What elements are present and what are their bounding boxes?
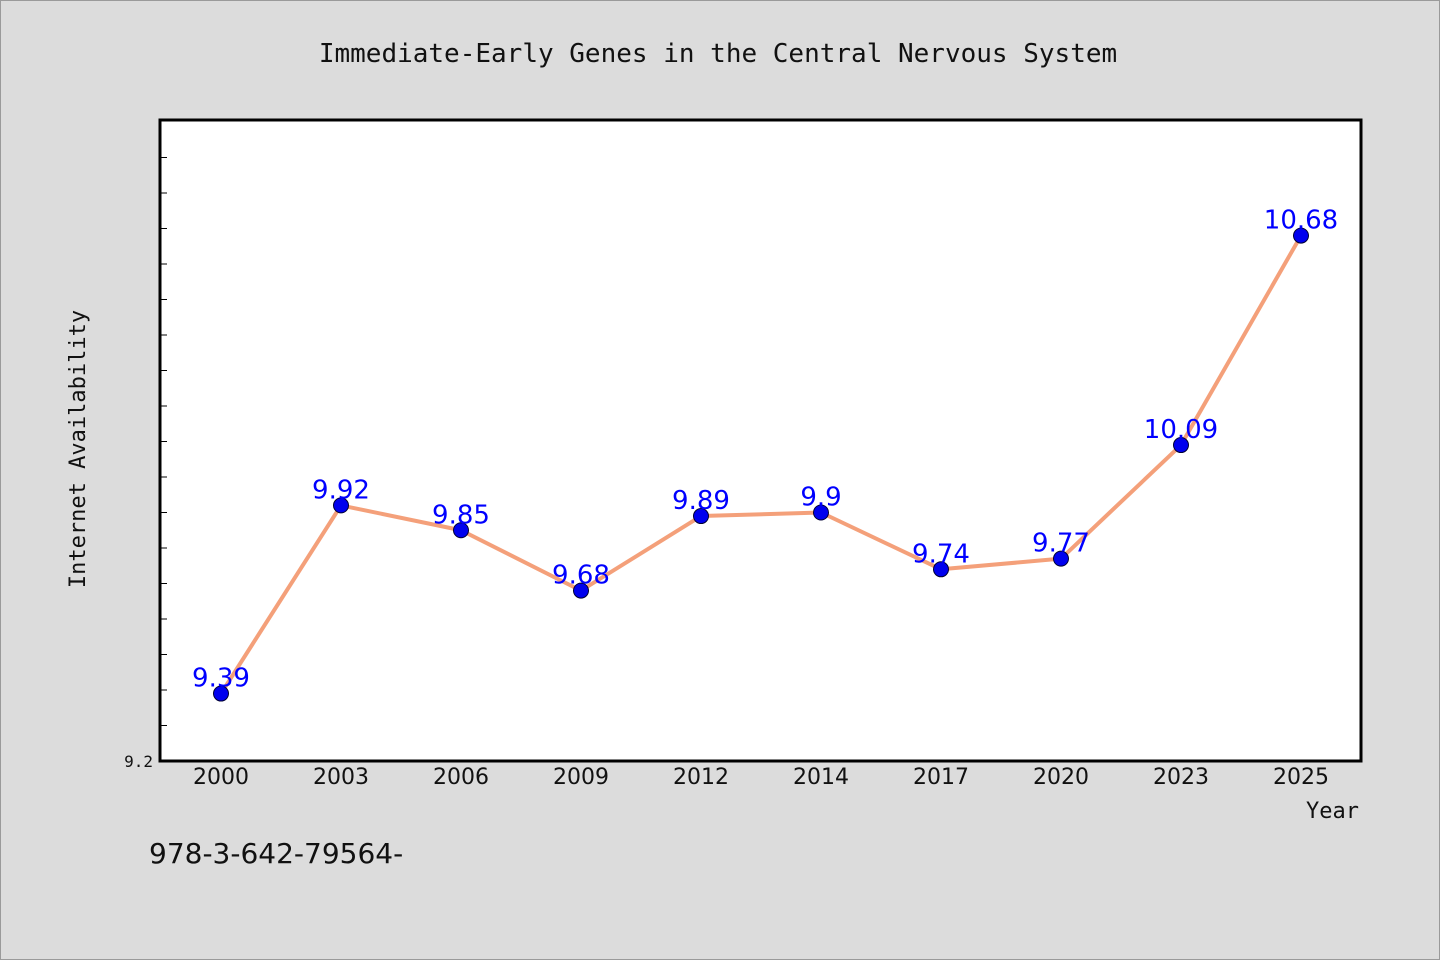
y-axis-ticks <box>160 157 167 726</box>
data-label: 9.85 <box>432 500 490 530</box>
data-markers <box>213 227 1309 702</box>
x-tick-label: 2023 <box>1153 765 1209 790</box>
x-tick-label: 2017 <box>913 765 969 790</box>
x-tick-label: 2014 <box>793 765 849 790</box>
data-label: 10.68 <box>1264 206 1338 236</box>
x-tick-label: 2020 <box>1033 765 1089 790</box>
x-axis-label: Year <box>1306 799 1359 824</box>
data-point <box>453 522 469 539</box>
data-labels: 9.39 9.92 9.85 9.68 9.89 9.9 9.74 9.77 10.09 10.6… <box>192 206 1338 694</box>
x-tick-label: 2025 <box>1273 765 1329 790</box>
data-label: 9.92 <box>312 475 370 505</box>
y-tick-label: 9.2 <box>124 752 153 771</box>
series-line <box>219 233 1303 696</box>
data-point <box>213 685 229 702</box>
data-point <box>333 497 349 514</box>
data-label: 9.68 <box>552 561 610 591</box>
data-point <box>693 508 709 525</box>
data-point <box>1293 227 1309 244</box>
data-point <box>813 504 829 521</box>
footer-text: 978-3-642-79564- <box>149 837 403 870</box>
data-label: 9.77 <box>1032 529 1090 559</box>
chart-title: Immediate-Early Genes in the Central Ner… <box>319 39 1117 69</box>
data-point <box>1053 550 1069 567</box>
x-tick-label: 2006 <box>433 765 489 790</box>
plot-area <box>158 118 1363 763</box>
data-point <box>573 582 589 599</box>
data-label: 9.89 <box>672 486 730 516</box>
data-label: 10.09 <box>1144 415 1218 445</box>
x-axis-tick-labels: 2000 2003 2006 2009 2012 2014 2017 2020 2023 2025 <box>193 765 1329 790</box>
x-tick-label: 2009 <box>553 765 609 790</box>
x-tick-label: 2003 <box>313 765 369 790</box>
data-label: 9.39 <box>192 664 250 694</box>
data-label: 9.74 <box>912 539 970 569</box>
data-point <box>933 561 949 578</box>
data-label: 9.9 <box>800 483 841 513</box>
x-tick-label: 2000 <box>193 765 249 790</box>
x-tick-label: 2012 <box>673 765 729 790</box>
data-point <box>1173 437 1189 454</box>
y-axis-label: Internet Availability <box>66 310 91 588</box>
